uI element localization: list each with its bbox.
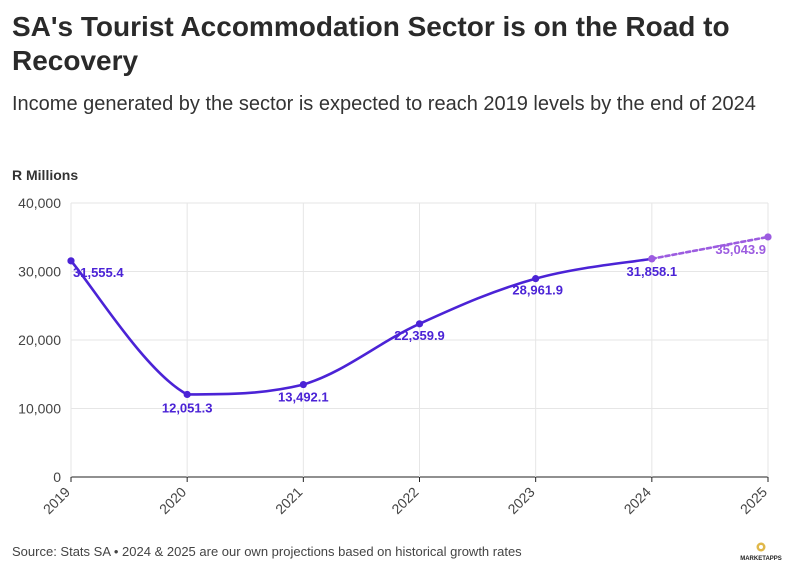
data-label: 31,555.4 bbox=[73, 265, 124, 280]
data-label: 13,492.1 bbox=[278, 390, 329, 405]
x-tick-label: 2019 bbox=[40, 484, 73, 517]
y-axis-label: R Millions bbox=[12, 167, 79, 183]
data-label: 28,961.9 bbox=[512, 283, 563, 298]
logo-text: MARKETAPPS bbox=[740, 556, 782, 562]
data-label: 22,359.9 bbox=[394, 328, 445, 343]
actual-line bbox=[69, 257, 654, 396]
projection-line bbox=[650, 235, 770, 261]
data-point bbox=[648, 255, 656, 263]
x-tick-label: 2025 bbox=[737, 484, 770, 517]
y-tick-label: 40,000 bbox=[18, 195, 61, 211]
data-point bbox=[67, 257, 75, 265]
data-labels: 31,555.4 12,051.3 13,492.1 22,359.9 28,961.9… bbox=[73, 242, 766, 415]
y-tick-label: 0 bbox=[53, 469, 61, 485]
chart-subtitle: Income generated by the sector is expect… bbox=[12, 93, 756, 115]
data-label: 12,051.3 bbox=[162, 400, 213, 415]
y-tick-label: 30,000 bbox=[18, 264, 61, 280]
brand-logo: MARKETAPPS bbox=[740, 542, 782, 562]
data-label: 35,043.9 bbox=[715, 242, 766, 257]
logo-mark-inner-icon bbox=[759, 545, 763, 549]
series-lines bbox=[69, 235, 770, 396]
data-point bbox=[532, 275, 540, 283]
data-label: 31,858.1 bbox=[627, 264, 678, 279]
x-tick-label: 2024 bbox=[621, 484, 654, 517]
source-note: Source: Stats SA • 2024 & 2025 are our o… bbox=[12, 544, 522, 559]
data-point bbox=[299, 380, 307, 389]
y-tick-label: 10,000 bbox=[18, 401, 61, 417]
data-point bbox=[183, 390, 191, 399]
x-axis-ticks: 2019 2020 2021 2022 2023 2024 2025 bbox=[40, 477, 770, 517]
data-point bbox=[415, 320, 424, 328]
x-tick-label: 2020 bbox=[156, 484, 189, 517]
data-point bbox=[764, 233, 772, 241]
x-tick-label: 2023 bbox=[504, 484, 537, 517]
data-points bbox=[67, 233, 772, 399]
x-tick-label: 2022 bbox=[388, 484, 421, 517]
y-tick-label: 20,000 bbox=[18, 332, 61, 348]
x-tick-label: 2021 bbox=[272, 484, 305, 517]
chart-title: SA's Tourist Accommodation Sector is on … bbox=[12, 11, 730, 76]
y-axis-ticks: 0 10,000 20,000 30,000 40,000 bbox=[18, 195, 61, 485]
